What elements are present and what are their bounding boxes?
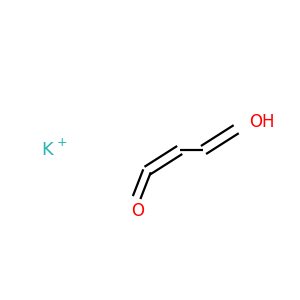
Text: OH: OH: [250, 113, 275, 131]
Text: K: K: [42, 141, 53, 159]
Text: +: +: [56, 136, 67, 149]
Text: O: O: [132, 202, 145, 220]
